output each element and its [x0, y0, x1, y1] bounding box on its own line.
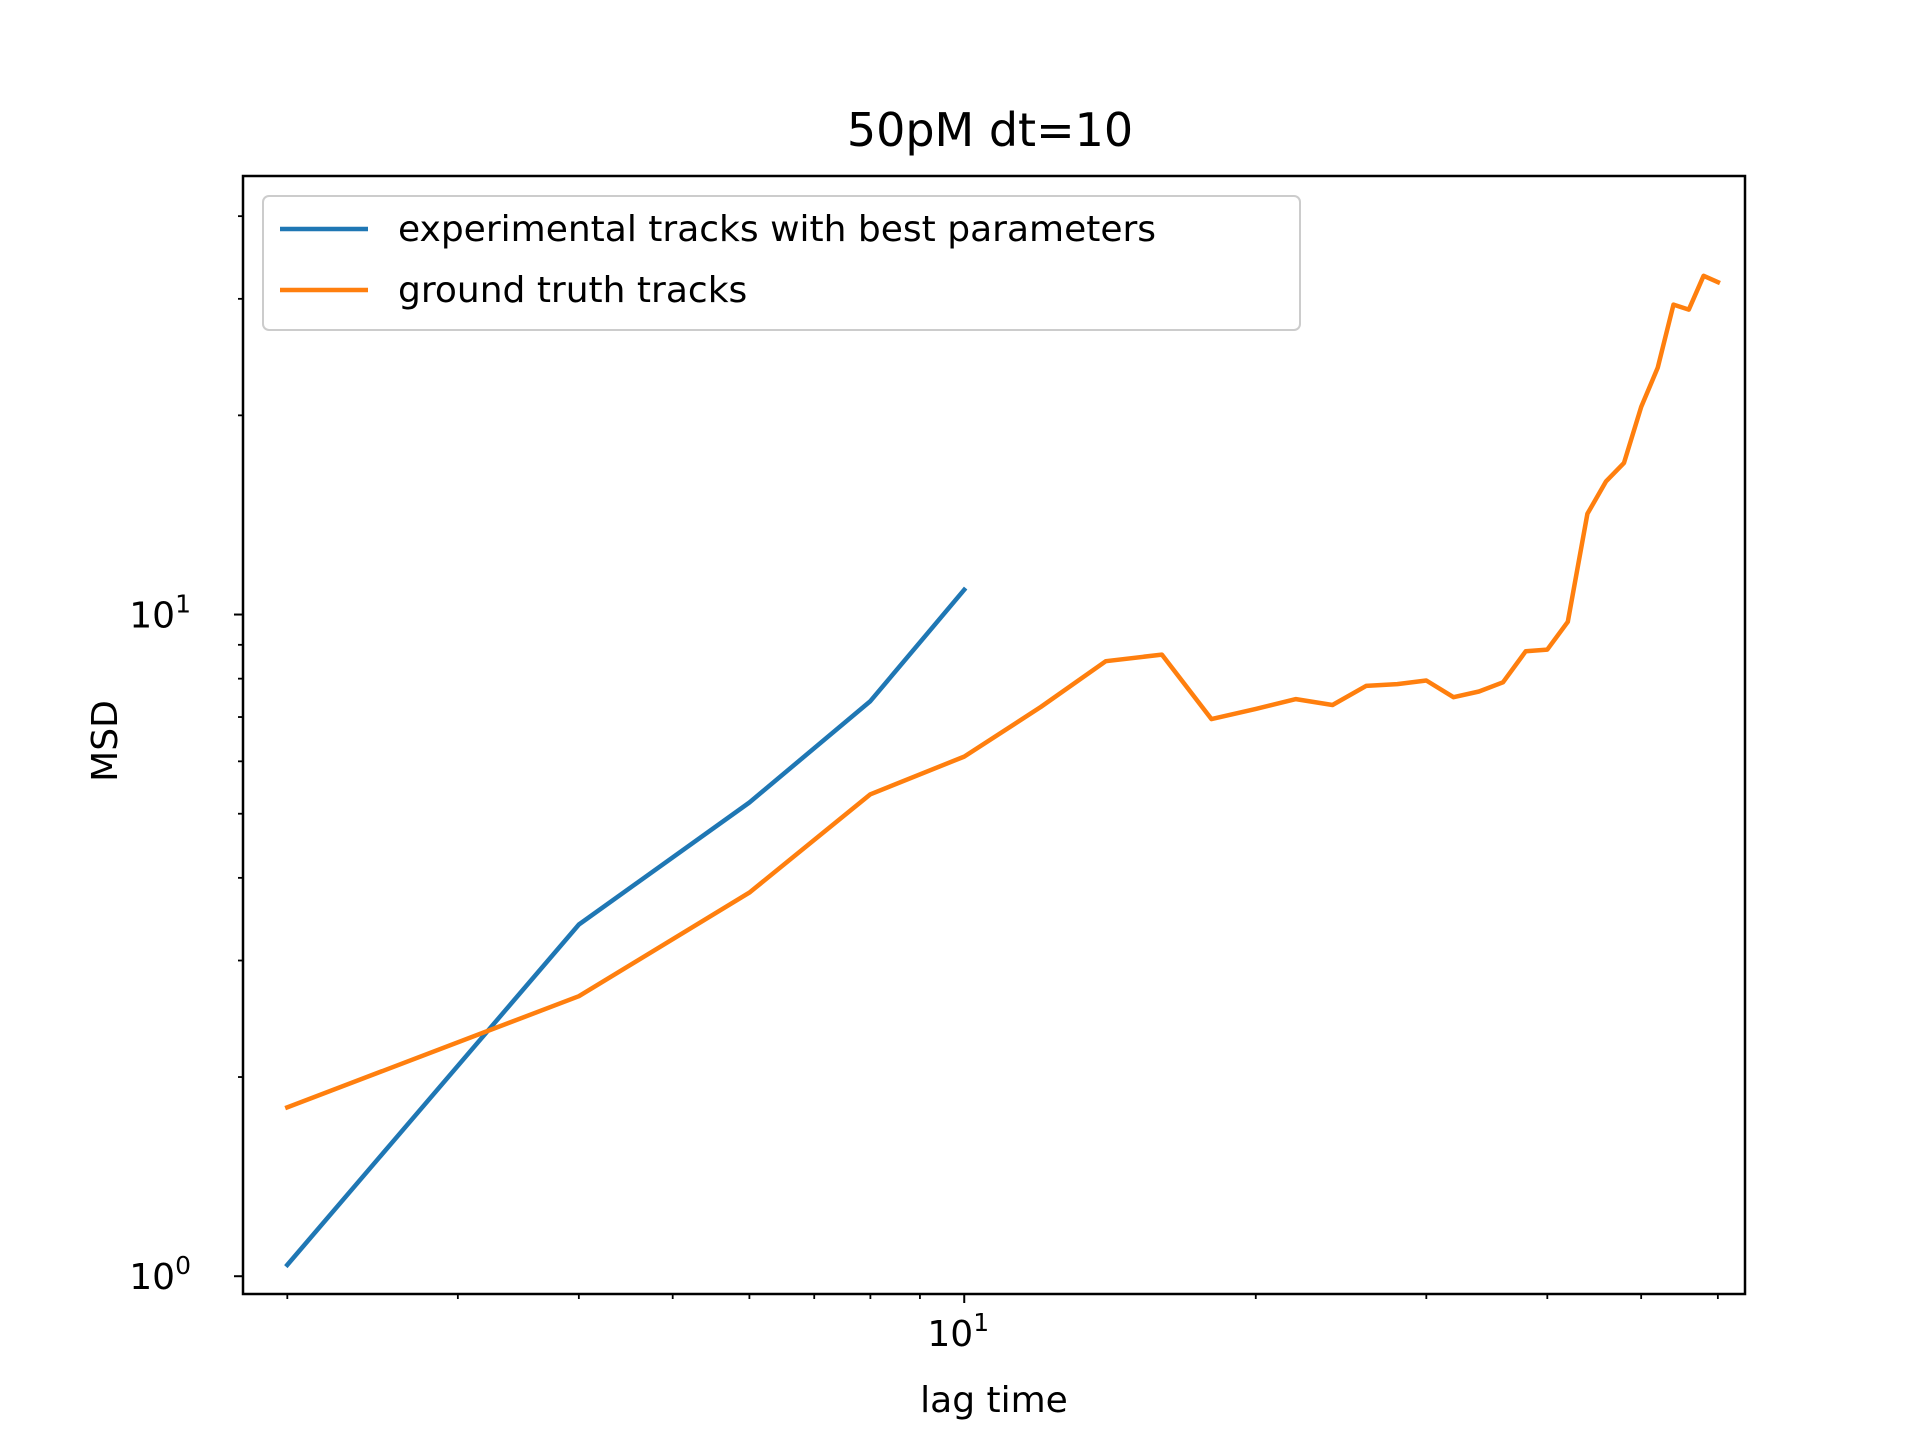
legend-entries: experimental tracks with best parameters… [280, 209, 1156, 311]
legend-label-1: ground truth tracks [398, 270, 747, 311]
ticks-layer: 101 100 101 [129, 215, 1719, 1355]
y-tick-label: 100 [129, 1251, 191, 1298]
x-axis-label: lag time [920, 1380, 1068, 1421]
y-tick-label: 101 [129, 590, 191, 637]
series-layer [284, 273, 1721, 1269]
chart-title: 50pM dt=10 [847, 103, 1133, 157]
legend-box [262, 195, 1301, 331]
legend-label-0: experimental tracks with best parameters [398, 209, 1156, 250]
plot-area-frame [241, 174, 1747, 1296]
series-line-1 [284, 273, 1721, 1111]
series-line-0 [284, 586, 968, 1269]
x-tick-label: 101 [927, 1308, 989, 1355]
y-axis-label: MSD [85, 700, 126, 782]
legend: experimental tracks with best parameters… [262, 195, 1301, 331]
